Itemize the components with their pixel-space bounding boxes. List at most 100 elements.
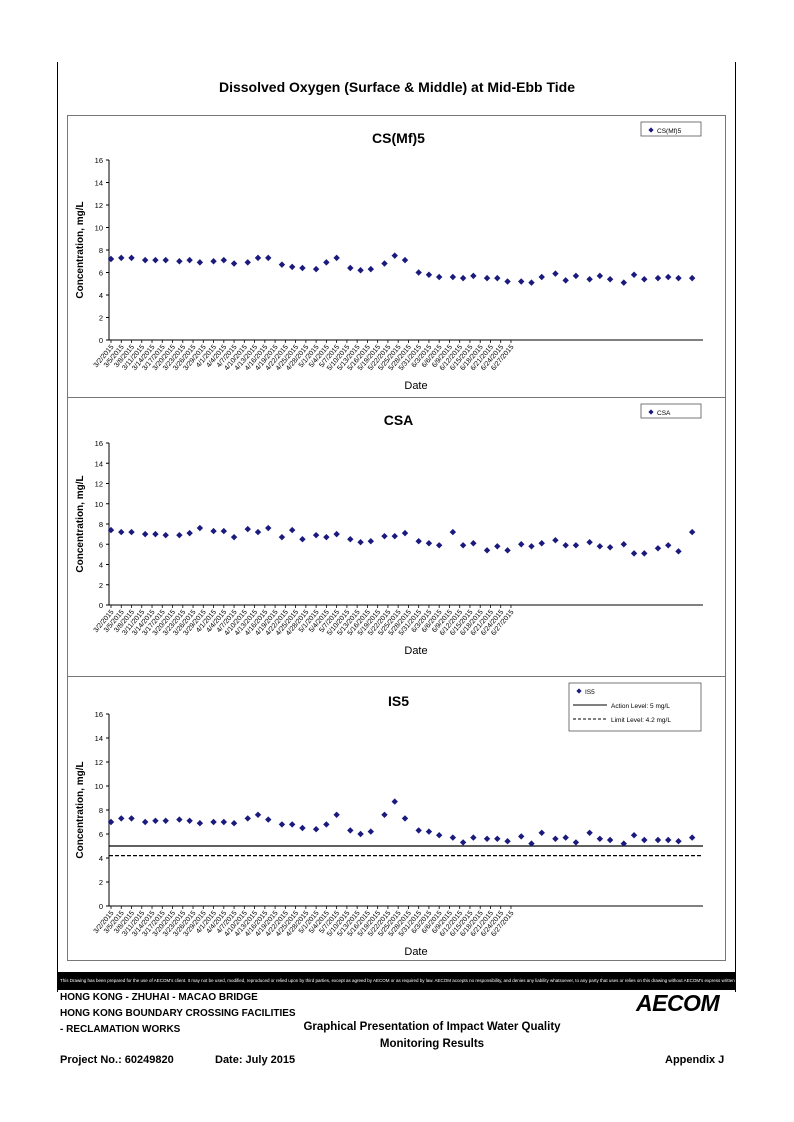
chart-title: CSA — [384, 412, 414, 428]
data-point — [586, 276, 593, 283]
y-tick-label: 14 — [95, 179, 103, 188]
data-point — [367, 538, 375, 545]
data-point — [367, 828, 375, 835]
data-point — [299, 535, 306, 543]
y-tick-label: 16 — [95, 439, 103, 448]
y-tick-label: 12 — [95, 201, 103, 210]
data-point — [118, 254, 125, 262]
data-point — [504, 547, 511, 554]
y-tick-label: 10 — [95, 224, 103, 233]
data-point — [470, 272, 477, 280]
legend-label: CS(Mf)5 — [657, 128, 682, 135]
data-point — [449, 273, 457, 281]
y-tick-label: 4 — [99, 854, 103, 863]
y-tick-label: 6 — [99, 540, 103, 549]
legend-label: CSA — [657, 410, 671, 417]
data-point — [254, 528, 262, 536]
data-point — [244, 525, 251, 533]
data-point — [552, 537, 559, 544]
legend-box — [568, 682, 702, 732]
data-point — [518, 541, 525, 548]
data-point — [162, 531, 169, 539]
data-point — [176, 816, 183, 823]
data-point — [210, 818, 217, 826]
y-axis-label: Concentration, mg/L — [75, 761, 86, 858]
data-point — [288, 821, 296, 828]
data-point — [254, 811, 262, 818]
data-point — [675, 838, 682, 845]
data-point — [425, 271, 433, 278]
data-point — [254, 254, 262, 262]
legend-box — [640, 121, 702, 137]
data-point — [299, 264, 306, 272]
data-point — [401, 256, 409, 264]
data-point — [220, 256, 228, 264]
data-point — [196, 524, 204, 532]
data-point — [552, 835, 559, 842]
appendix-label: Appendix J — [665, 1054, 725, 1066]
y-tick-label: 10 — [95, 782, 103, 791]
data-point — [333, 811, 340, 818]
aecom-logo: AECOM — [636, 990, 720, 1016]
data-point — [265, 254, 272, 262]
data-point — [347, 827, 354, 834]
report-heading-1: Graphical Presentation of Impact Water Q… — [303, 1021, 561, 1033]
chart-csa: CSA 0 2 4 6 8 10 12 14 16 Concentration, mg/L 3/2/2… — [67, 397, 726, 678]
data-point — [518, 833, 525, 840]
data-point — [528, 543, 535, 550]
data-point — [265, 524, 272, 532]
data-point — [620, 279, 627, 286]
data-point — [323, 821, 330, 828]
data-point — [196, 259, 204, 266]
data-point — [504, 838, 511, 845]
disclaimer-bar: This Drawing has been prepared for the u… — [57, 972, 736, 990]
data-point — [538, 273, 545, 281]
data-point — [391, 532, 398, 540]
data-point — [176, 258, 183, 265]
data-point — [107, 818, 115, 826]
y-tick-label: 0 — [99, 601, 103, 610]
legend-marker — [648, 409, 654, 415]
data-point — [459, 839, 467, 846]
chart-title: CS(Mf)5 — [372, 130, 425, 146]
data-point — [152, 256, 159, 264]
data-point — [347, 535, 354, 543]
data-point — [278, 533, 286, 541]
data-point — [470, 834, 477, 841]
y-tick-label: 12 — [95, 480, 103, 489]
data-point — [449, 528, 457, 536]
y-tick-label: 0 — [99, 336, 103, 345]
x-axis-label: Date — [404, 380, 427, 392]
data-point — [186, 817, 193, 824]
data-point — [675, 274, 682, 282]
data-point — [312, 265, 320, 273]
data-point — [210, 527, 217, 535]
data-point — [265, 816, 272, 823]
data-point — [572, 542, 580, 549]
data-point — [654, 274, 662, 282]
data-point — [415, 827, 422, 834]
data-point — [688, 834, 696, 841]
y-tick-label: 12 — [95, 758, 103, 767]
y-tick-label: 14 — [95, 459, 103, 468]
data-point — [333, 530, 340, 538]
data-point — [391, 252, 398, 259]
data-point — [641, 550, 648, 557]
project-line-3: - RECLAMATION WORKS — [60, 1024, 181, 1035]
data-point — [494, 274, 501, 282]
x-axis-label: Date — [404, 645, 427, 657]
project-line-1: HONG KONG - ZHUHAI - MACAO BRIDGE — [60, 992, 258, 1003]
y-tick-label: 14 — [95, 734, 103, 743]
legend-label: Action Level: 5 mg/L — [611, 703, 670, 710]
y-axis-label: Concentration, mg/L — [75, 201, 86, 298]
data-point — [141, 256, 149, 264]
data-point — [665, 273, 672, 281]
y-tick-label: 8 — [99, 246, 103, 255]
legend-label: Limit Level: 4.2 mg/L — [611, 717, 671, 724]
data-point — [401, 529, 409, 537]
data-point — [299, 824, 306, 832]
data-point — [230, 820, 238, 827]
data-point — [606, 276, 614, 283]
data-point — [665, 836, 672, 844]
